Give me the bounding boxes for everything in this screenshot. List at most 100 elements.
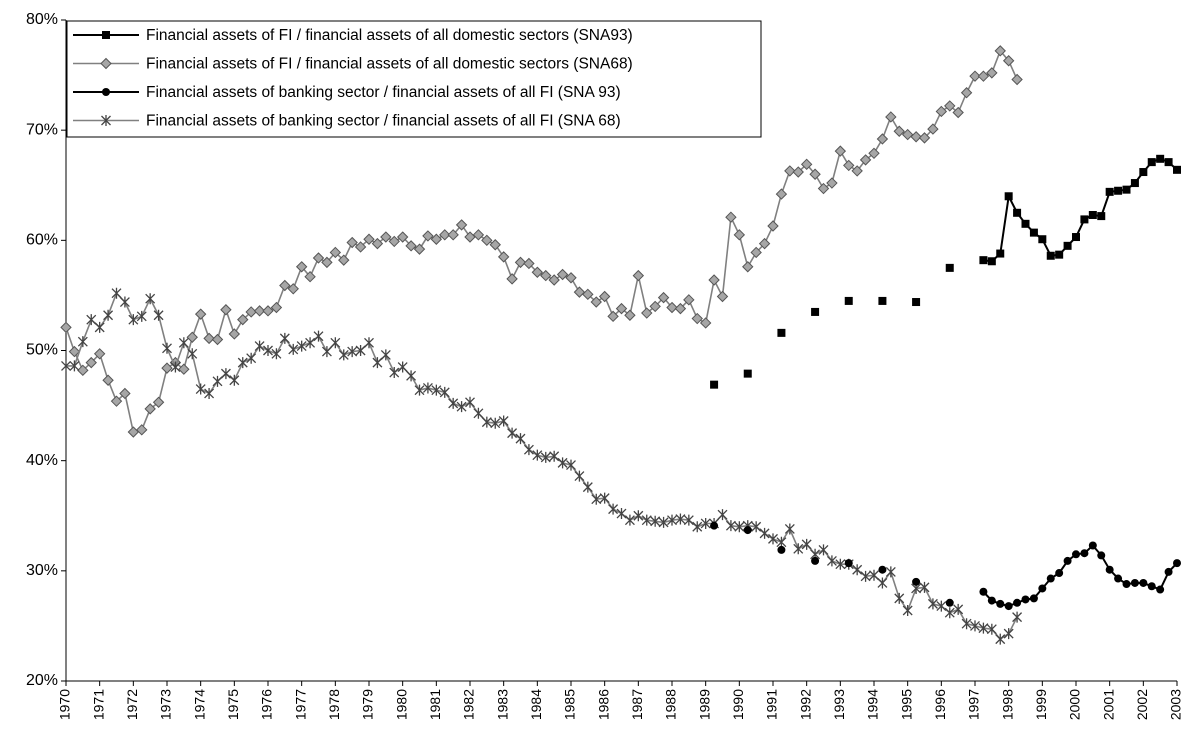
marker	[1055, 250, 1064, 259]
marker	[598, 290, 611, 303]
marker	[145, 293, 156, 305]
marker	[876, 133, 889, 145]
marker	[347, 346, 358, 358]
marker	[497, 251, 510, 263]
marker	[187, 348, 198, 360]
marker	[77, 364, 89, 377]
marker	[271, 348, 282, 360]
marker	[465, 396, 475, 408]
marker	[152, 396, 165, 408]
marker	[710, 380, 719, 389]
x-tick-label: 1998	[999, 689, 1015, 720]
marker	[1080, 215, 1089, 224]
marker	[237, 313, 249, 326]
marker	[237, 357, 248, 369]
x-tick-label: 2001	[1100, 689, 1116, 720]
marker	[826, 177, 838, 189]
marker	[710, 521, 719, 530]
marker	[1046, 251, 1055, 260]
x-tick-label: 1976	[259, 689, 275, 720]
marker	[371, 237, 384, 250]
x-tick-label: 1978	[326, 689, 342, 720]
marker	[936, 600, 947, 612]
marker	[204, 387, 215, 399]
marker	[944, 100, 956, 112]
marker	[540, 269, 552, 282]
marker	[211, 333, 224, 346]
marker	[1156, 585, 1165, 594]
marker	[439, 229, 451, 241]
marker	[212, 375, 223, 387]
marker	[1114, 574, 1123, 583]
marker	[1072, 550, 1080, 559]
marker	[987, 596, 996, 605]
marker	[229, 374, 240, 386]
marker	[817, 182, 830, 195]
marker	[792, 166, 804, 178]
marker	[784, 523, 795, 535]
marker	[826, 555, 837, 567]
marker	[607, 310, 619, 323]
marker	[599, 492, 610, 504]
marker	[869, 569, 879, 581]
marker	[548, 274, 560, 286]
marker	[489, 239, 501, 251]
marker	[178, 337, 189, 349]
marker	[380, 349, 391, 361]
marker	[354, 241, 367, 253]
marker	[1088, 210, 1097, 219]
marker	[254, 340, 265, 352]
marker	[901, 128, 914, 141]
marker	[447, 229, 459, 241]
marker	[1046, 574, 1055, 583]
marker	[295, 261, 308, 273]
marker	[675, 513, 686, 525]
marker	[996, 249, 1005, 258]
legend: Financial assets of FI / financial asset…	[66, 20, 762, 138]
marker	[262, 305, 274, 317]
marker	[860, 570, 871, 582]
marker	[777, 328, 786, 337]
marker	[549, 450, 560, 462]
marker	[1147, 582, 1156, 591]
marker	[961, 618, 972, 630]
marker	[498, 415, 509, 427]
marker	[1080, 549, 1089, 558]
marker	[338, 349, 349, 361]
marker	[1105, 187, 1114, 196]
legend-marker	[102, 31, 110, 39]
marker	[127, 426, 140, 438]
marker	[987, 257, 996, 266]
marker	[927, 598, 938, 610]
marker	[844, 296, 853, 305]
marker	[801, 538, 812, 550]
marker	[1156, 154, 1165, 163]
x-tick-label: 1995	[898, 689, 914, 720]
marker	[1173, 559, 1181, 568]
x-tick-label: 1999	[1033, 689, 1049, 720]
marker	[540, 451, 551, 463]
marker	[608, 503, 619, 515]
marker	[918, 132, 931, 144]
marker	[94, 321, 105, 333]
x-tick-label: 1993	[831, 689, 847, 720]
marker	[1038, 584, 1047, 593]
marker	[523, 257, 535, 270]
marker	[514, 256, 527, 269]
marker	[1029, 594, 1038, 603]
marker	[228, 328, 241, 340]
marker	[1072, 233, 1080, 242]
y-tick-label: 40%	[26, 452, 58, 469]
x-tick-label: 1986	[595, 689, 611, 720]
marker	[912, 298, 921, 307]
marker	[616, 508, 627, 520]
marker	[868, 147, 880, 160]
marker	[1038, 235, 1047, 244]
marker	[414, 384, 425, 396]
marker	[388, 235, 400, 248]
marker	[811, 307, 820, 316]
marker	[1088, 541, 1097, 550]
marker	[1003, 628, 1014, 640]
marker	[751, 521, 762, 533]
